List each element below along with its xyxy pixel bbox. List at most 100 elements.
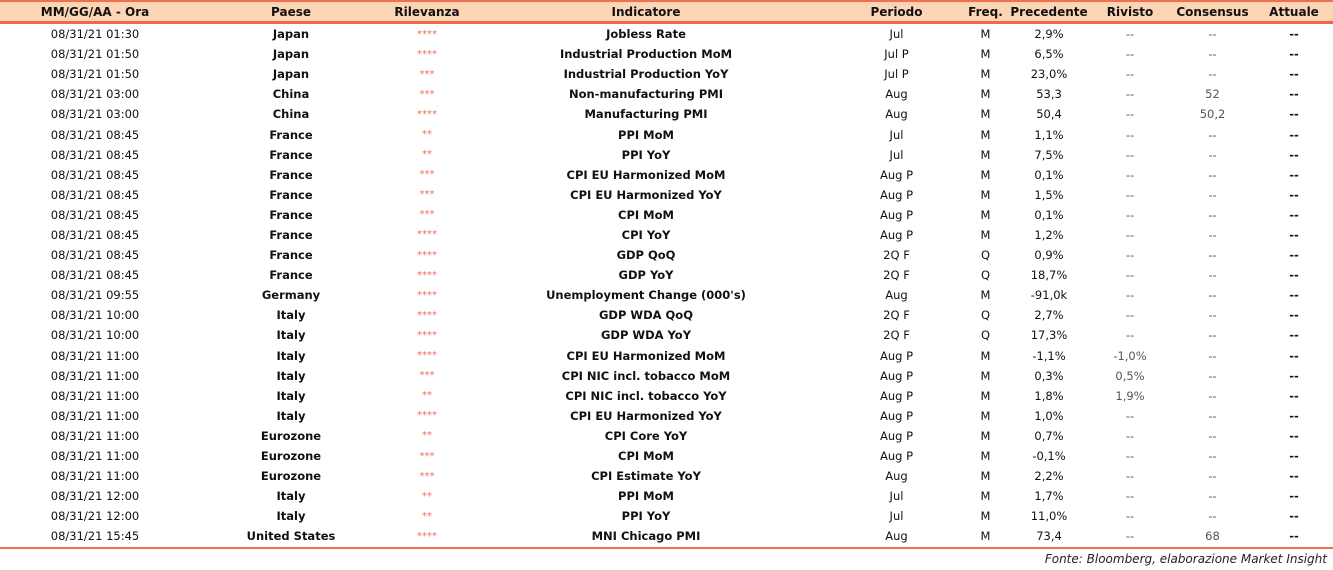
revised-cell: -- bbox=[1125, 489, 1135, 504]
consensus-cell: -- bbox=[1208, 187, 1217, 202]
country-cell: France bbox=[269, 248, 313, 263]
indicator-cell: CPI Estimate YoY bbox=[591, 469, 701, 484]
table-row: 08/31/21 08:45 France *** CPI MoM Aug P M 0,1%… bbox=[0, 205, 1333, 225]
table-row: 08/31/21 11:00 Italy *** CPI NIC incl. toba… bbox=[0, 366, 1333, 386]
revised-cell: -- bbox=[1125, 67, 1135, 82]
frequency-cell: M bbox=[980, 408, 991, 423]
actual-cell: -- bbox=[1289, 368, 1299, 383]
indicator-cell: MNI Chicago PMI bbox=[591, 529, 701, 544]
period-cell: 2Q F bbox=[883, 328, 910, 343]
country-cell: Italy bbox=[276, 489, 306, 504]
consensus-cell: -- bbox=[1208, 268, 1217, 283]
previous-cell: 17,3% bbox=[1030, 328, 1068, 343]
relevance-stars: ** bbox=[422, 149, 432, 161]
actual-cell: -- bbox=[1289, 187, 1299, 202]
indicator-cell: PPI YoY bbox=[621, 509, 671, 524]
period-cell: Aug P bbox=[879, 187, 914, 202]
consensus-cell: -- bbox=[1208, 47, 1217, 62]
period-cell: Aug bbox=[885, 529, 908, 544]
indicator-cell: Industrial Production YoY bbox=[563, 67, 729, 82]
consensus-cell: 68 bbox=[1205, 529, 1220, 544]
previous-cell: 2,7% bbox=[1034, 308, 1064, 323]
revised-cell: -- bbox=[1125, 227, 1135, 242]
previous-cell: 0,3% bbox=[1034, 368, 1064, 383]
actual-cell: -- bbox=[1289, 408, 1299, 423]
frequency-cell: M bbox=[980, 207, 991, 222]
previous-cell: 11,0% bbox=[1030, 509, 1068, 524]
country-cell: Italy bbox=[276, 328, 306, 343]
country-cell: Japan bbox=[272, 47, 310, 62]
header-country: Paese bbox=[190, 2, 392, 23]
consensus-cell: 50,2 bbox=[1199, 107, 1226, 122]
table-row: 08/31/21 11:00 Eurozone *** CPI MoM Aug P M -0… bbox=[0, 446, 1333, 466]
revised-cell: -- bbox=[1125, 187, 1135, 202]
table-row: 08/31/21 01:30 Japan **** Jobless Rate Jul M 2… bbox=[0, 23, 1333, 45]
previous-cell: 0,7% bbox=[1034, 428, 1064, 443]
revised-cell: -- bbox=[1125, 428, 1135, 443]
period-cell: Aug bbox=[885, 469, 908, 484]
consensus-cell: -- bbox=[1208, 428, 1217, 443]
header-row: MM/GG/AA - Ora Paese Rilevanza Indicator… bbox=[0, 2, 1333, 23]
date-cell: 08/31/21 08:45 bbox=[50, 127, 140, 142]
header-consensus: Consensus bbox=[1170, 2, 1255, 23]
period-cell: Aug P bbox=[879, 167, 914, 182]
previous-cell: 50,4 bbox=[1036, 107, 1062, 122]
country-cell: Eurozone bbox=[260, 428, 322, 443]
country-cell: France bbox=[269, 187, 313, 202]
table-row: 08/31/21 15:45 United States **** MNI Chica… bbox=[0, 526, 1333, 546]
consensus-cell: 52 bbox=[1205, 87, 1220, 102]
consensus-cell: -- bbox=[1208, 67, 1217, 82]
relevance-stars: *** bbox=[419, 470, 435, 482]
date-cell: 08/31/21 03:00 bbox=[50, 87, 140, 102]
date-cell: 08/31/21 11:00 bbox=[50, 348, 140, 363]
previous-cell: 1,5% bbox=[1034, 187, 1064, 202]
country-cell: Italy bbox=[276, 308, 306, 323]
period-cell: Jul P bbox=[884, 67, 909, 82]
actual-cell: -- bbox=[1289, 469, 1299, 484]
consensus-cell: -- bbox=[1208, 489, 1217, 504]
actual-cell: -- bbox=[1289, 489, 1299, 504]
actual-cell: -- bbox=[1289, 87, 1299, 102]
date-cell: 08/31/21 11:00 bbox=[50, 368, 140, 383]
revised-cell: -- bbox=[1125, 308, 1135, 323]
frequency-cell: Q bbox=[980, 268, 991, 283]
frequency-cell: M bbox=[980, 227, 991, 242]
period-cell: Jul bbox=[889, 509, 904, 524]
header-relevance: Rilevanza bbox=[392, 2, 462, 23]
date-cell: 08/31/21 01:50 bbox=[50, 47, 140, 62]
revised-cell: -- bbox=[1125, 469, 1135, 484]
date-cell: 08/31/21 10:00 bbox=[50, 308, 140, 323]
revised-cell: -- bbox=[1125, 248, 1135, 263]
frequency-cell: M bbox=[980, 187, 991, 202]
table-row: 08/31/21 09:55 Germany **** Unemployment Ch… bbox=[0, 285, 1333, 305]
date-cell: 08/31/21 03:00 bbox=[50, 107, 140, 122]
date-cell: 08/31/21 08:45 bbox=[50, 147, 140, 162]
country-cell: Japan bbox=[272, 67, 310, 82]
previous-cell: -0,1% bbox=[1032, 449, 1066, 464]
date-cell: 08/31/21 08:45 bbox=[50, 207, 140, 222]
relevance-stars: *** bbox=[419, 169, 435, 181]
revised-cell: -- bbox=[1125, 529, 1135, 544]
actual-cell: -- bbox=[1289, 308, 1299, 323]
country-cell: Italy bbox=[276, 408, 306, 423]
frequency-cell: M bbox=[980, 87, 991, 102]
relevance-stars: ** bbox=[422, 390, 432, 402]
previous-cell: 0,9% bbox=[1034, 248, 1064, 263]
indicator-cell: Industrial Production MoM bbox=[559, 47, 733, 62]
previous-cell: 2,2% bbox=[1034, 469, 1064, 484]
source-footer: Fonte: Bloomberg, elaborazione Market In… bbox=[1044, 552, 1327, 567]
actual-cell: -- bbox=[1289, 428, 1299, 443]
table-row: 08/31/21 03:00 China *** Non-manufacturing … bbox=[0, 84, 1333, 104]
actual-cell: -- bbox=[1289, 328, 1299, 343]
previous-cell: 0,1% bbox=[1034, 167, 1064, 182]
revised-cell: -1,0% bbox=[1113, 348, 1147, 363]
previous-cell: 7,5% bbox=[1034, 147, 1064, 162]
consensus-cell: -- bbox=[1208, 127, 1217, 142]
previous-cell: 1,1% bbox=[1034, 127, 1064, 142]
relevance-stars: *** bbox=[419, 88, 435, 100]
indicator-cell: GDP WDA QoQ bbox=[598, 308, 693, 323]
indicator-cell: PPI MoM bbox=[618, 127, 674, 142]
period-cell: 2Q F bbox=[883, 308, 910, 323]
country-cell: France bbox=[269, 167, 313, 182]
previous-cell: 0,1% bbox=[1034, 207, 1064, 222]
